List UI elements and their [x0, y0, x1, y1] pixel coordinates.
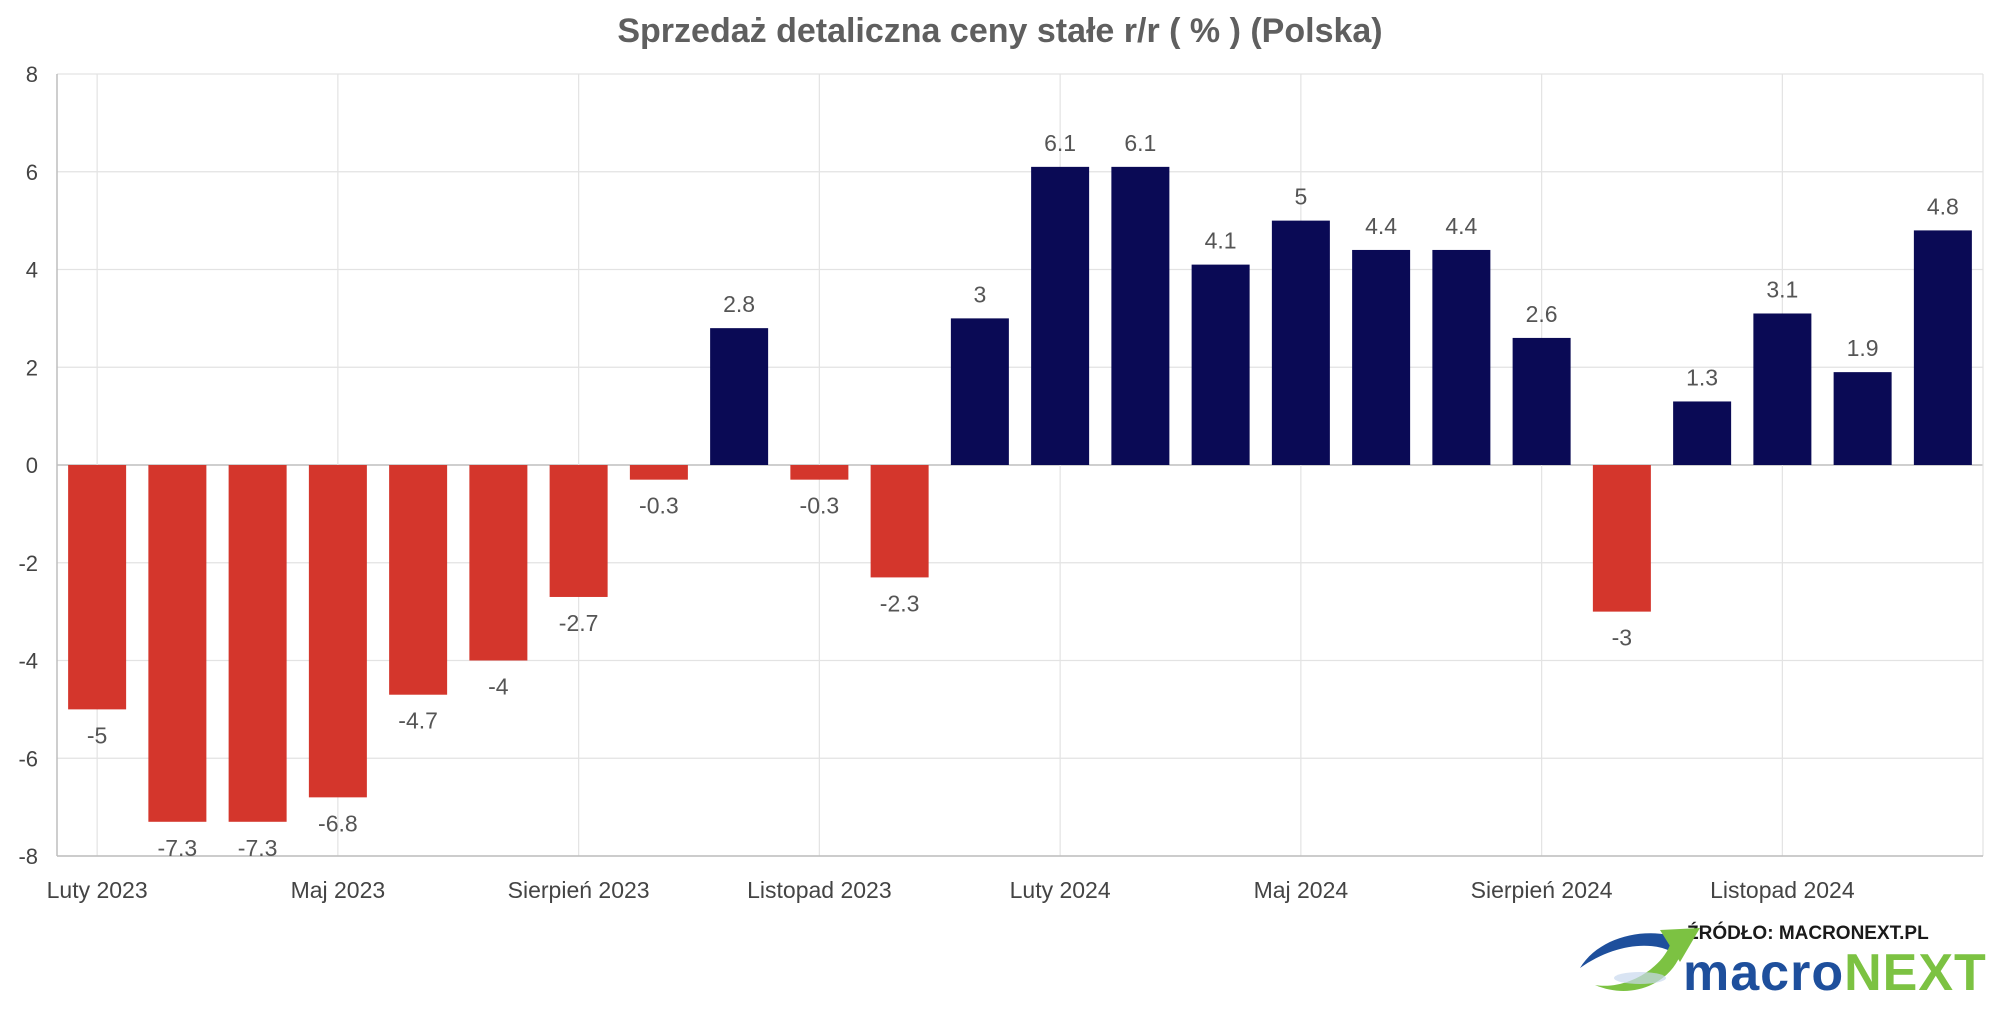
data-label: 6.1	[1124, 130, 1156, 156]
bar-series	[68, 166, 1972, 822]
data-label: 1.3	[1686, 364, 1718, 390]
data-label: 4.4	[1445, 213, 1477, 239]
brand-wordmark: macroNEXT	[1683, 944, 1987, 1002]
data-label: 3.1	[1766, 276, 1798, 302]
data-label: 4.4	[1365, 213, 1397, 239]
x-tick-label: Maj 2024	[1254, 877, 1349, 903]
y-tick-label: -6	[18, 746, 38, 771]
bar	[710, 328, 769, 465]
x-tick-label: Luty 2024	[1010, 877, 1111, 903]
chart-title: Sprzedaż detaliczna ceny stałe r/r ( % )…	[617, 12, 1382, 50]
bar	[1271, 220, 1330, 465]
swoosh-icon	[1580, 928, 1700, 991]
data-label: -2.7	[559, 610, 599, 636]
data-label: 4.8	[1927, 193, 1959, 219]
bar	[549, 465, 608, 597]
y-tick-label: -4	[18, 649, 38, 674]
bar	[950, 318, 1009, 465]
data-label: 6.1	[1044, 130, 1076, 156]
y-tick-label: -8	[18, 844, 38, 869]
data-label: 5	[1294, 184, 1307, 210]
x-tick-label: Luty 2023	[47, 877, 148, 903]
y-tick-label: 6	[26, 160, 38, 185]
data-label: 1.9	[1847, 335, 1879, 361]
data-label: -7.3	[158, 835, 198, 861]
bar	[790, 465, 849, 480]
x-tick-label: Maj 2023	[291, 877, 386, 903]
x-tick-label: Listopad 2023	[747, 877, 892, 903]
bar	[1111, 166, 1170, 466]
bar	[1592, 465, 1651, 612]
data-labels: -5 -7.3 -7.3 -6.8 -4.7 -4 -2.7 -0.3 2.8 -0.3 -2.3 3…	[87, 130, 1959, 861]
bar	[1031, 166, 1090, 466]
data-label: -4.7	[398, 708, 438, 734]
y-axis: 8 6 4 2 0 -2 -4 -6 -8	[18, 62, 58, 869]
y-tick-label: -2	[18, 551, 38, 576]
bar	[148, 465, 207, 822]
data-label: 4.1	[1205, 228, 1237, 254]
source-logo: ŹRÓDŁO: MACRONEXT.PL macroNEXT	[1580, 922, 1987, 1002]
data-label: -2.3	[880, 590, 920, 616]
y-tick-label: 8	[26, 62, 38, 87]
bar	[389, 465, 448, 695]
bar	[308, 465, 367, 798]
brand-wordmark-macro: macro	[1683, 944, 1844, 1002]
bar	[68, 465, 127, 710]
x-tick-label: Sierpień 2024	[1471, 877, 1613, 903]
data-label: -6.8	[318, 810, 358, 836]
bar	[870, 465, 929, 578]
bar	[469, 465, 528, 661]
source-label: ŹRÓDŁO: MACRONEXT.PL	[1687, 922, 1929, 944]
y-tick-label: 0	[26, 453, 38, 478]
data-label: 2.6	[1526, 301, 1558, 327]
data-label: -5	[87, 722, 107, 748]
bar	[1753, 313, 1812, 465]
bar	[1913, 230, 1972, 465]
bar	[1512, 337, 1571, 465]
data-label: 3	[973, 281, 986, 307]
bar	[1352, 249, 1411, 465]
data-label: -0.3	[639, 493, 679, 519]
bar	[1833, 372, 1892, 465]
x-axis: Luty 2023 Maj 2023 Sierpień 2023 Listopad 2…	[47, 855, 1983, 903]
brand-wordmark-next: NEXT	[1844, 944, 1987, 1002]
bar	[228, 465, 287, 822]
bar	[1673, 401, 1732, 465]
bar	[629, 465, 688, 480]
y-tick-label: 4	[26, 258, 38, 283]
x-tick-label: Listopad 2024	[1710, 877, 1855, 903]
data-label: -0.3	[800, 493, 840, 519]
data-label: 2.8	[723, 291, 755, 317]
data-label: -3	[1612, 625, 1632, 651]
bar	[1432, 249, 1491, 465]
data-label: -4	[488, 674, 509, 700]
data-label: -7.3	[238, 835, 278, 861]
x-tick-label: Sierpień 2023	[508, 877, 650, 903]
y-tick-label: 2	[26, 355, 38, 380]
bar	[1191, 264, 1250, 465]
